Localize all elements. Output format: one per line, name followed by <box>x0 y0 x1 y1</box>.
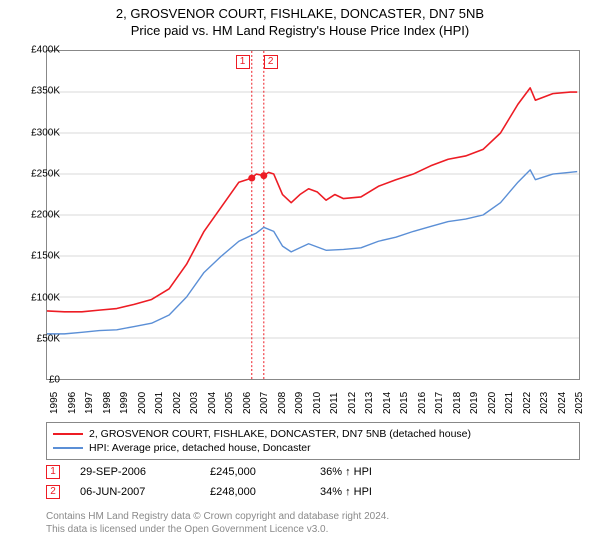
sale-hpi: 36% ↑ HPI <box>320 466 420 478</box>
title-block: 2, GROSVENOR COURT, FISHLAKE, DONCASTER,… <box>0 0 600 40</box>
x-axis-label: 2025 <box>574 392 585 414</box>
footer-line-1: Contains HM Land Registry data © Crown c… <box>46 510 580 523</box>
footer-line-2: This data is licensed under the Open Gov… <box>46 523 580 536</box>
title-line-1: 2, GROSVENOR COURT, FISHLAKE, DONCASTER,… <box>0 6 600 23</box>
x-axis-label: 2007 <box>259 392 270 414</box>
legend-label-price: 2, GROSVENOR COURT, FISHLAKE, DONCASTER,… <box>89 428 471 440</box>
x-axis-label: 1997 <box>84 392 95 414</box>
x-axis-label: 2012 <box>347 392 358 414</box>
x-axis-label: 1998 <box>102 392 113 414</box>
title-line-2: Price paid vs. HM Land Registry's House … <box>0 23 600 40</box>
x-axis-label: 2015 <box>399 392 410 414</box>
x-axis-label: 2021 <box>504 392 515 414</box>
x-axis-label: 2024 <box>557 392 568 414</box>
x-axis-label: 2005 <box>224 392 235 414</box>
y-axis-label: £0 <box>10 375 60 386</box>
x-axis-label: 2009 <box>294 392 305 414</box>
sale-price: £245,000 <box>210 466 300 478</box>
x-axis-label: 2023 <box>539 392 550 414</box>
footer-attribution: Contains HM Land Registry data © Crown c… <box>46 510 580 536</box>
x-axis-label: 2004 <box>207 392 218 414</box>
legend-swatch-price <box>53 433 83 435</box>
x-axis-label: 2008 <box>277 392 288 414</box>
legend-label-hpi: HPI: Average price, detached house, Donc… <box>89 442 311 454</box>
plot-svg <box>47 51 579 379</box>
legend-swatch-hpi <box>53 447 83 449</box>
legend-item-hpi: HPI: Average price, detached house, Donc… <box>53 441 573 455</box>
x-axis-label: 2002 <box>172 392 183 414</box>
x-axis-label: 2006 <box>242 392 253 414</box>
x-axis-label: 2014 <box>382 392 393 414</box>
y-axis-label: £100K <box>10 292 60 303</box>
sales-table: 1 29-SEP-2006 £245,000 36% ↑ HPI 2 06-JU… <box>46 462 580 502</box>
sale-marker-icon: 1 <box>46 465 60 479</box>
y-axis-label: £250K <box>10 168 60 179</box>
x-axis-label: 1995 <box>49 392 60 414</box>
sale-marker-icon: 2 <box>46 485 60 499</box>
x-axis-label: 2001 <box>154 392 165 414</box>
y-axis-label: £400K <box>10 45 60 56</box>
x-axis-label: 2000 <box>137 392 148 414</box>
x-axis-label: 2017 <box>434 392 445 414</box>
x-axis-label: 1996 <box>67 392 78 414</box>
sale-marker-chart-icon: 1 <box>236 55 250 69</box>
x-axis-label: 2020 <box>487 392 498 414</box>
x-axis-label: 2018 <box>452 392 463 414</box>
x-axis-label: 2010 <box>312 392 323 414</box>
legend: 2, GROSVENOR COURT, FISHLAKE, DONCASTER,… <box>46 422 580 460</box>
chart-container: 2, GROSVENOR COURT, FISHLAKE, DONCASTER,… <box>0 0 600 560</box>
x-axis-label: 2011 <box>329 392 340 414</box>
sale-row: 1 29-SEP-2006 £245,000 36% ↑ HPI <box>46 462 580 482</box>
sale-marker-chart-icon: 2 <box>264 55 278 69</box>
y-axis-label: £200K <box>10 210 60 221</box>
y-axis-label: £300K <box>10 127 60 138</box>
x-axis-label: 1999 <box>119 392 130 414</box>
y-axis-label: £50K <box>10 333 60 344</box>
x-axis-label: 2003 <box>189 392 200 414</box>
y-axis-label: £150K <box>10 251 60 262</box>
x-axis-label: 2019 <box>469 392 480 414</box>
sale-date: 29-SEP-2006 <box>80 466 190 478</box>
legend-item-price: 2, GROSVENOR COURT, FISHLAKE, DONCASTER,… <box>53 427 573 441</box>
sale-date: 06-JUN-2007 <box>80 486 190 498</box>
sale-hpi: 34% ↑ HPI <box>320 486 420 498</box>
x-axis-label: 2013 <box>364 392 375 414</box>
x-axis-label: 2022 <box>522 392 533 414</box>
plot-area: 12 <box>46 50 580 380</box>
y-axis-label: £350K <box>10 86 60 97</box>
sale-row: 2 06-JUN-2007 £248,000 34% ↑ HPI <box>46 482 580 502</box>
x-axis-label: 2016 <box>417 392 428 414</box>
sale-price: £248,000 <box>210 486 300 498</box>
